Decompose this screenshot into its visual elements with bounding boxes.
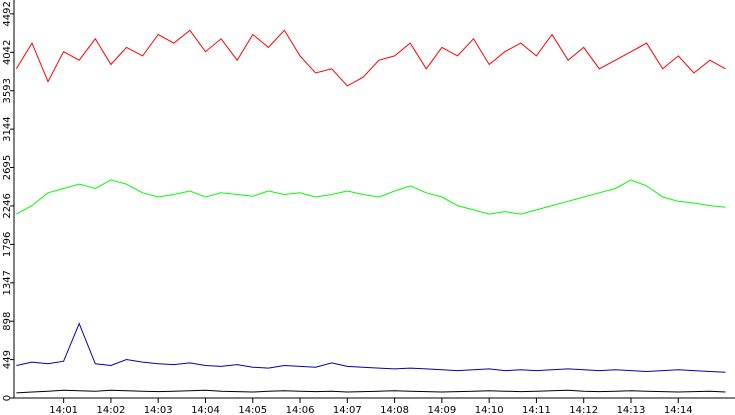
x-tick-label: 14:08 — [380, 405, 409, 415]
x-tick-label: 14:10 — [475, 405, 504, 415]
y-tick-label: 4042 — [2, 40, 13, 65]
y-tick-label: 1796 — [2, 232, 13, 257]
x-tick-label: 14:04 — [191, 405, 220, 415]
x-tick-label: 14:09 — [427, 405, 456, 415]
series-line — [16, 322, 726, 373]
series-line — [16, 389, 726, 394]
y-tick-label: 1347 — [2, 270, 13, 295]
x-tick-label: 14:07 — [333, 405, 362, 415]
x-tick-label: 14:02 — [97, 405, 126, 415]
y-tick-label: 449 — [2, 350, 13, 369]
x-tick-label: 14:06 — [286, 405, 315, 415]
x-tick-label: 14:05 — [238, 405, 267, 415]
series-line — [16, 179, 726, 215]
x-tick-label: 14:11 — [522, 405, 551, 415]
y-tick-label: 0 — [2, 395, 13, 401]
y-tick-label: 898 — [2, 312, 13, 331]
x-tick-label: 14:12 — [569, 405, 598, 415]
y-tick-label: 2695 — [2, 155, 13, 180]
y-tick-label: 3144 — [2, 116, 13, 141]
y-tick-label: 2246 — [2, 193, 13, 218]
x-tick-label: 14:13 — [617, 405, 646, 415]
y-tick-label: 3593 — [2, 78, 13, 103]
series-line — [15, 29, 726, 87]
x-tick-label: 14:03 — [144, 405, 173, 415]
x-tick-label: 14:01 — [49, 405, 78, 415]
x-tick-label: 14:14 — [664, 405, 693, 415]
y-tick-label: 4492 — [2, 1, 13, 26]
